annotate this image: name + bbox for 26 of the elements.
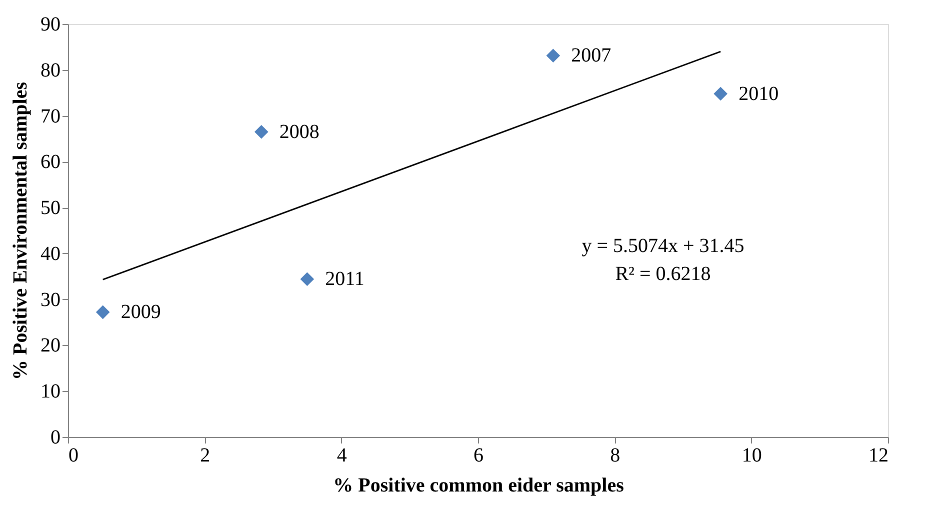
x-tick-label: 8 <box>610 444 620 466</box>
y-tick-label: 60 <box>40 151 60 174</box>
annotation: 2007 <box>571 44 612 67</box>
annotation: 2011 <box>325 268 364 290</box>
x-tick-label: 12 <box>868 444 888 466</box>
x-axis-title: % Positive common eider samples <box>333 474 624 496</box>
annotation: 2008 <box>279 120 320 143</box>
x-tick-label: 2 <box>200 444 210 466</box>
annotation: 2010 <box>738 82 779 105</box>
y-tick-label: 90 <box>40 14 60 36</box>
annotation: 2009 <box>120 301 161 324</box>
annotation: y = 5.5074x + 31.45 <box>582 235 744 257</box>
y-tick-label: 10 <box>40 380 60 403</box>
y-tick-label: 70 <box>40 105 60 128</box>
x-tick-label: 0 <box>68 444 78 466</box>
x-tick-label: 4 <box>336 444 347 466</box>
y-tick-label: 50 <box>40 197 60 220</box>
annotation: R² = 0.6218 <box>615 263 711 285</box>
y-tick-label: 30 <box>40 288 60 311</box>
y-axis-title: % Positive Environmental samples <box>10 82 32 380</box>
y-tick-label: 40 <box>40 242 60 265</box>
y-tick-label: 80 <box>40 59 60 82</box>
y-tick-label: 20 <box>40 334 60 357</box>
x-tick-label: 10 <box>742 444 762 466</box>
x-tick-label: 6 <box>474 444 484 466</box>
y-tick-label: 0 <box>50 426 60 448</box>
